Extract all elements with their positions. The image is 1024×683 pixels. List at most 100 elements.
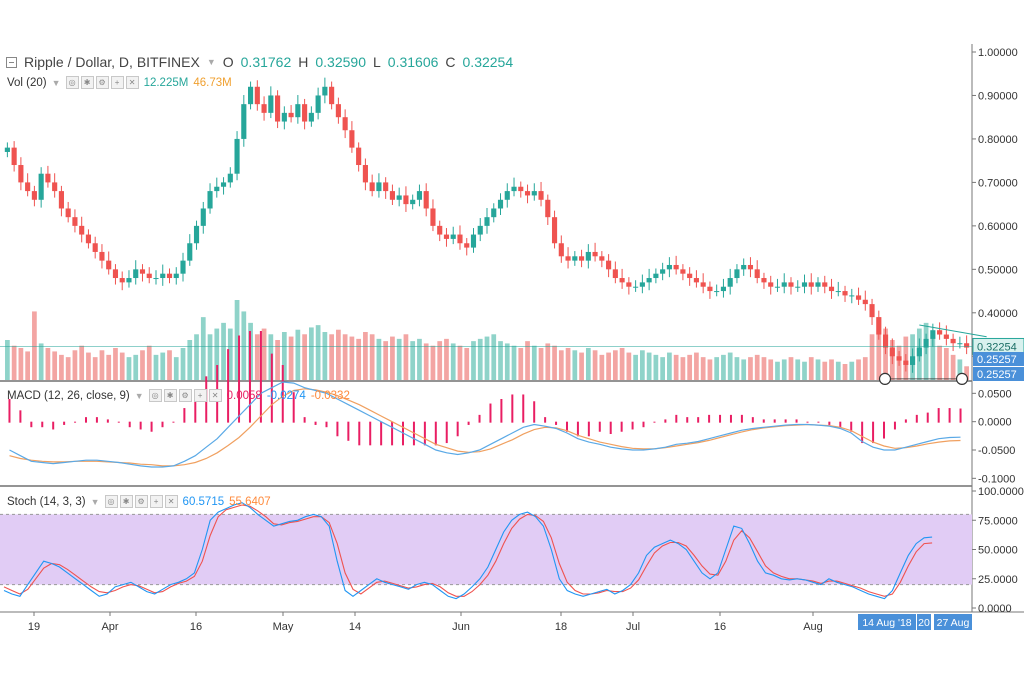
close-icon[interactable]: ✕ (125, 76, 139, 89)
candle-body (504, 191, 510, 200)
candle-body (531, 191, 537, 196)
level-tag (973, 367, 1024, 381)
candle-body (734, 269, 740, 279)
candle-body (403, 195, 409, 205)
candle-body (457, 234, 463, 244)
volume-bar (302, 334, 307, 380)
stoch-axis-label: 75.0000 (978, 515, 1018, 527)
candle-body (362, 165, 368, 183)
candle-body (910, 356, 916, 365)
chevron-down-icon[interactable]: ▼ (51, 77, 61, 88)
volume-bar (673, 354, 679, 380)
macd-value: -0.0274 (266, 389, 306, 402)
eye-icon[interactable]: ◎ (148, 389, 162, 402)
candle-body (889, 347, 895, 357)
candle-body (153, 278, 159, 280)
candle-body (585, 251, 591, 261)
candle-body (727, 278, 733, 287)
volume-bar (214, 328, 220, 380)
candle-body (714, 291, 720, 293)
candle-body (855, 295, 862, 300)
candle-body (193, 225, 200, 244)
volume-bar (545, 343, 551, 380)
volume-bar (450, 343, 456, 380)
candle-body (693, 278, 699, 283)
volume-bar (721, 354, 726, 380)
candle-body (302, 104, 308, 122)
stoch-band (0, 514, 972, 585)
volume-bar (795, 359, 801, 380)
volume-bar (646, 352, 652, 380)
stoch-legend-name[interactable]: Stoch (14, 3, 3) (7, 495, 86, 508)
candle-body (930, 330, 936, 339)
volume-bar (781, 359, 787, 380)
chevron-down-icon[interactable]: ▼ (206, 57, 216, 67)
volume-bar (700, 357, 706, 380)
candle-body (4, 147, 10, 152)
volume-bar (680, 357, 686, 380)
collapse-icon[interactable] (6, 56, 17, 68)
gear-icon[interactable]: ⚙ (134, 495, 148, 508)
macd-legend-name[interactable]: MACD (12, 26, close, 9) (7, 389, 130, 402)
chevron-down-icon[interactable]: ▼ (90, 496, 100, 507)
time-axis-label: 16 (190, 621, 202, 633)
candle-body (869, 304, 875, 318)
volume-legend-name[interactable]: Vol (20) (7, 76, 47, 89)
settings-icon[interactable]: ✱ (80, 76, 94, 89)
candle-body (295, 104, 301, 118)
time-axis-label: Apr (101, 621, 118, 633)
candle-body (835, 291, 841, 293)
volume-bar (437, 341, 443, 380)
indicator-buttons[interactable]: ◎ ✱ ⚙ + ✕ (104, 495, 178, 508)
gear-icon[interactable]: ⚙ (178, 389, 192, 402)
indicator-buttons[interactable]: ◎ ✱ ⚙ + ✕ (148, 389, 222, 402)
chevron-down-icon[interactable]: ▼ (134, 390, 144, 401)
candle-body (126, 278, 132, 283)
add-icon[interactable]: + (149, 495, 163, 508)
candle-body (437, 225, 443, 235)
candle-body (18, 165, 24, 183)
candle-body (85, 234, 92, 244)
candle-body (416, 191, 423, 200)
candle-body (551, 217, 558, 244)
eye-icon[interactable]: ◎ (104, 495, 118, 508)
indicator-buttons[interactable]: ◎ ✱ ⚙ + ✕ (65, 76, 139, 89)
add-icon[interactable]: + (110, 76, 124, 89)
settings-icon[interactable]: ✱ (163, 389, 177, 402)
candle-body (146, 273, 152, 279)
volume-bar (423, 343, 429, 380)
candle-body (876, 317, 882, 335)
add-icon[interactable]: + (193, 389, 207, 402)
volume-bar (741, 359, 747, 380)
settings-icon[interactable]: ✱ (119, 495, 133, 508)
trend-line (919, 324, 987, 338)
eye-icon[interactable]: ◎ (65, 76, 79, 89)
volume-bar (52, 351, 58, 380)
candle-body (558, 243, 564, 257)
symbol-title[interactable]: Ripple / Dollar, D, BITFINEX (24, 54, 200, 70)
candle-body (207, 191, 213, 209)
volume-bar (72, 350, 78, 380)
candle-body (99, 251, 105, 261)
candle-body (423, 191, 429, 209)
open-value: 0.31762 (240, 54, 292, 70)
volume-bar (835, 361, 841, 380)
candle-body (65, 208, 71, 218)
close-icon[interactable]: ✕ (164, 495, 178, 508)
gear-icon[interactable]: ⚙ (95, 76, 109, 89)
volume-bar (180, 348, 186, 380)
candle-body (606, 260, 612, 270)
stoch-legend: Stoch (14, 3, 3) ▼ ◎ ✱ ⚙ + ✕ 60.5715 55.6407 (7, 495, 271, 508)
volume-bar (937, 345, 942, 380)
volume-bar (829, 359, 834, 380)
candle-body (254, 86, 260, 105)
close-icon[interactable]: ✕ (208, 389, 222, 402)
candle-body (950, 338, 956, 344)
level-tag-label: 0.25257 (977, 354, 1017, 366)
volume-bar (943, 348, 949, 380)
candle-body (660, 269, 666, 274)
candle-body (315, 95, 321, 113)
candle-body (470, 234, 477, 248)
volume-bar (113, 348, 118, 380)
